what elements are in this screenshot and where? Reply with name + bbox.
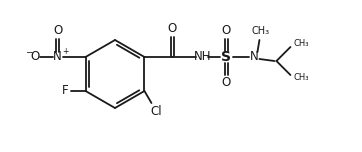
Text: N: N (53, 50, 62, 62)
Text: Cl: Cl (151, 105, 162, 117)
Text: N: N (250, 50, 259, 64)
Text: CH₃: CH₃ (294, 74, 309, 83)
Text: O: O (222, 24, 231, 38)
Text: O: O (168, 22, 177, 36)
Text: S: S (222, 50, 231, 64)
Text: −: − (25, 47, 32, 57)
Text: O: O (53, 24, 62, 38)
Text: CH₃: CH₃ (251, 26, 269, 36)
Text: CH₃: CH₃ (294, 40, 309, 48)
Text: NH: NH (194, 50, 211, 64)
Text: F: F (62, 85, 69, 97)
Text: O: O (30, 50, 39, 64)
Text: O: O (222, 76, 231, 90)
Text: +: + (63, 47, 69, 57)
